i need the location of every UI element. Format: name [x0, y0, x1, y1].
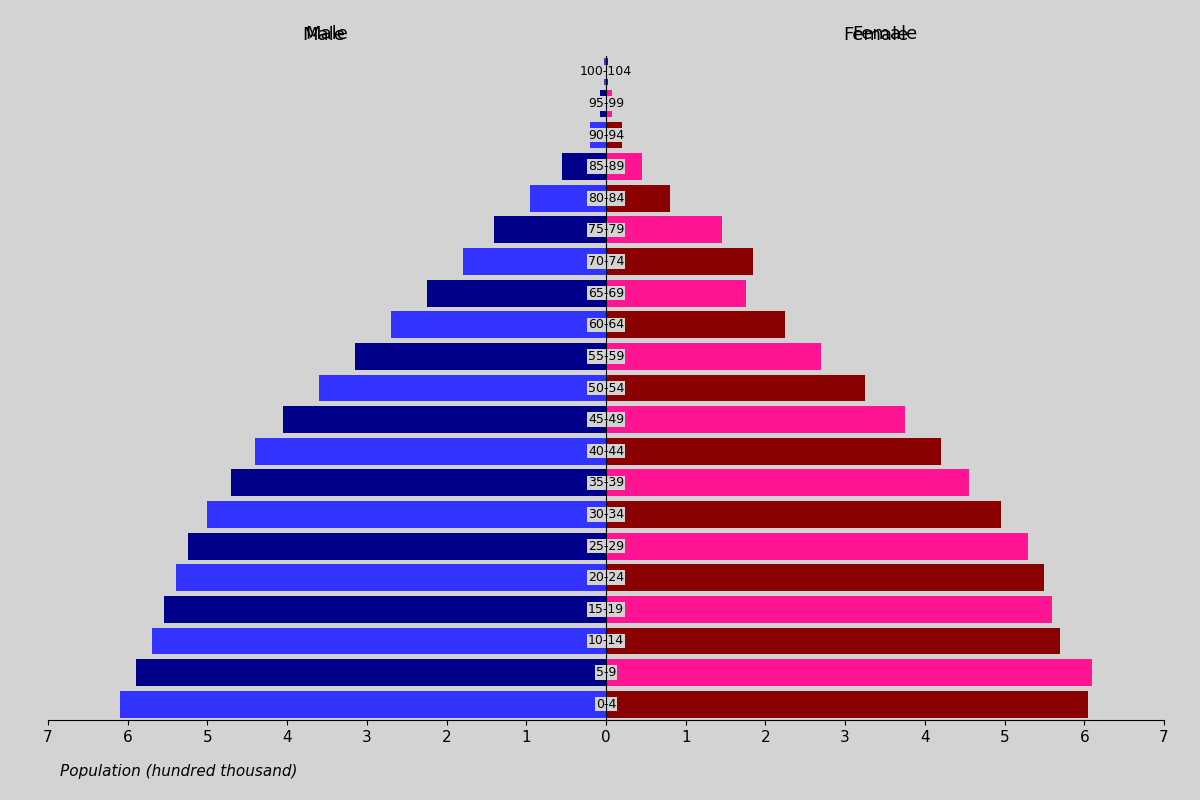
- Bar: [151, 627, 606, 654]
- Bar: [391, 311, 606, 338]
- Bar: [606, 659, 1092, 686]
- Text: 60-64: 60-64: [588, 318, 624, 331]
- Text: 85-89: 85-89: [588, 160, 624, 173]
- Text: 65-69: 65-69: [588, 286, 624, 300]
- Bar: [606, 374, 865, 402]
- Text: 75-79: 75-79: [588, 223, 624, 237]
- Bar: [606, 311, 785, 338]
- Bar: [208, 501, 606, 528]
- Bar: [606, 248, 754, 275]
- Text: Female: Female: [852, 26, 918, 43]
- Bar: [319, 374, 606, 402]
- Text: 10-14: 10-14: [588, 634, 624, 647]
- Bar: [355, 343, 606, 370]
- Bar: [256, 438, 606, 465]
- Bar: [606, 122, 622, 149]
- Bar: [606, 690, 1088, 718]
- Bar: [606, 596, 1052, 622]
- Bar: [562, 154, 606, 180]
- Text: 0-4: 0-4: [596, 698, 616, 710]
- Bar: [606, 343, 821, 370]
- Text: 95-99: 95-99: [588, 97, 624, 110]
- Text: 15-19: 15-19: [588, 603, 624, 616]
- Bar: [606, 627, 1061, 654]
- Bar: [590, 122, 606, 149]
- Bar: [427, 280, 606, 306]
- Bar: [606, 280, 745, 306]
- Bar: [120, 690, 606, 718]
- Bar: [530, 185, 606, 212]
- Bar: [606, 470, 968, 496]
- Text: Male: Male: [302, 26, 346, 44]
- Text: 55-59: 55-59: [588, 350, 624, 363]
- Text: 70-74: 70-74: [588, 255, 624, 268]
- Text: Female: Female: [844, 26, 908, 44]
- Bar: [494, 217, 606, 243]
- Bar: [187, 533, 606, 559]
- Bar: [606, 154, 642, 180]
- Bar: [175, 564, 606, 591]
- Bar: [605, 58, 606, 86]
- Text: 45-49: 45-49: [588, 413, 624, 426]
- Bar: [606, 533, 1028, 559]
- Text: 100-104: 100-104: [580, 66, 632, 78]
- Text: 30-34: 30-34: [588, 508, 624, 521]
- Bar: [600, 90, 606, 117]
- Bar: [606, 90, 612, 117]
- Bar: [163, 596, 606, 622]
- Bar: [462, 248, 606, 275]
- Bar: [606, 185, 670, 212]
- Text: 40-44: 40-44: [588, 445, 624, 458]
- Bar: [606, 438, 941, 465]
- Bar: [136, 659, 606, 686]
- Text: 5-9: 5-9: [596, 666, 616, 679]
- Text: 35-39: 35-39: [588, 476, 624, 490]
- Text: 50-54: 50-54: [588, 382, 624, 394]
- Text: 20-24: 20-24: [588, 571, 624, 584]
- Bar: [606, 217, 721, 243]
- Text: 90-94: 90-94: [588, 129, 624, 142]
- Bar: [606, 564, 1044, 591]
- Text: Male: Male: [306, 26, 348, 43]
- Text: 25-29: 25-29: [588, 539, 624, 553]
- Bar: [606, 501, 1001, 528]
- Bar: [606, 406, 905, 433]
- Bar: [283, 406, 606, 433]
- Bar: [606, 58, 607, 86]
- Bar: [232, 470, 606, 496]
- Text: Population (hundred thousand): Population (hundred thousand): [60, 764, 298, 779]
- Text: 80-84: 80-84: [588, 192, 624, 205]
